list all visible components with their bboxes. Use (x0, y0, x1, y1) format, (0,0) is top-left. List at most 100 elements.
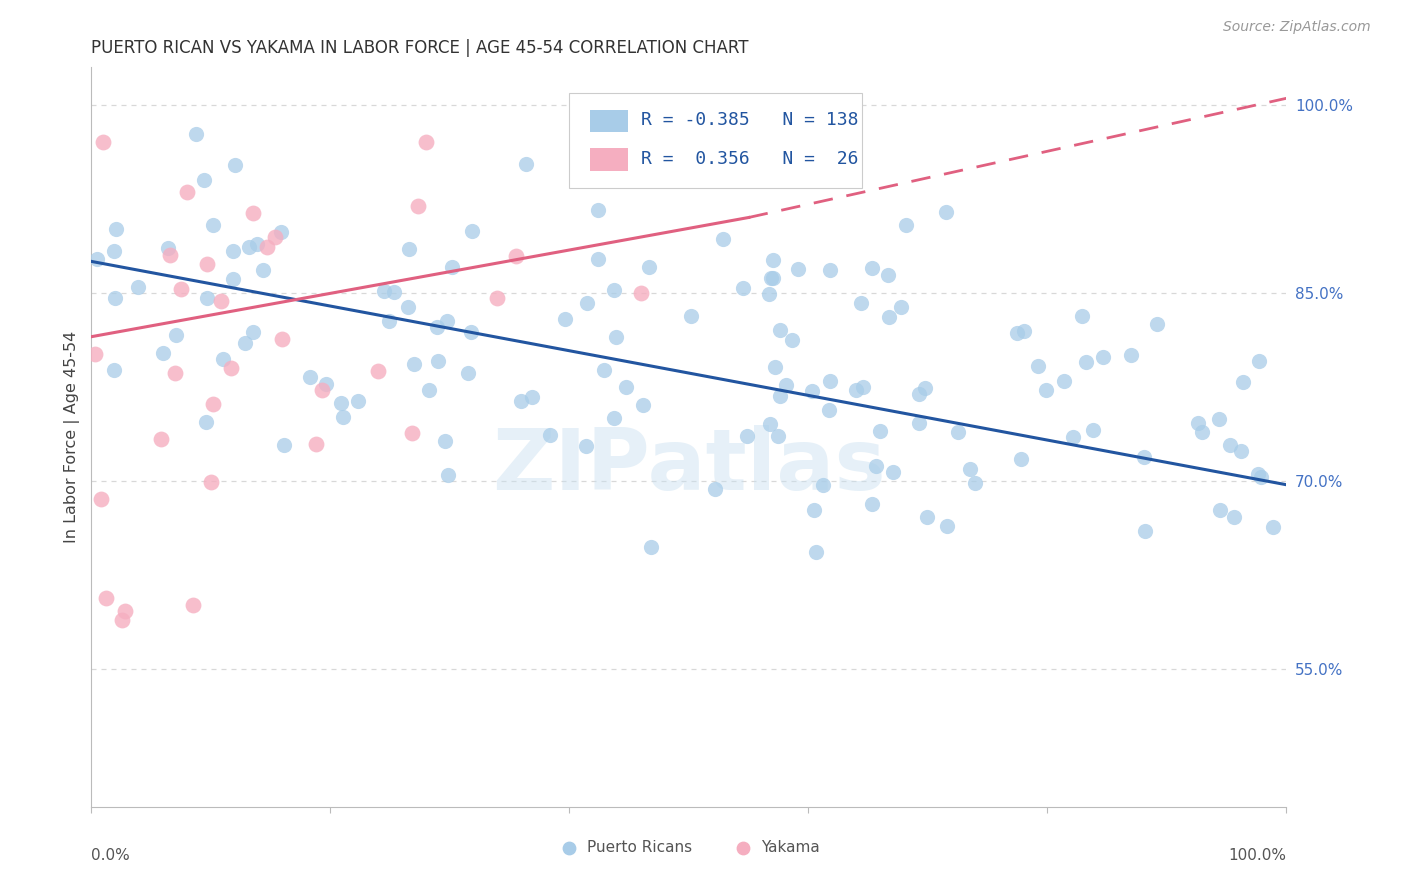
Point (347, 394, 370, 409)
Point (1010, 451, 1032, 466)
Point (865, 459, 887, 474)
Point (219, 360, 242, 375)
Point (103, 363, 125, 377)
Point (1081, 423, 1104, 437)
Point (917, 509, 939, 524)
Point (165, 327, 187, 342)
Point (614, 380, 637, 394)
Point (946, 425, 969, 439)
Point (963, 476, 986, 491)
Point (224, 158, 246, 172)
Point (860, 261, 883, 276)
Point (731, 281, 754, 295)
Point (1053, 374, 1076, 388)
Point (786, 262, 808, 277)
Point (1223, 510, 1246, 524)
Point (195, 257, 218, 271)
Point (554, 311, 576, 326)
Point (908, 387, 931, 401)
Point (1230, 444, 1253, 458)
Point (803, 502, 825, 516)
Point (538, 428, 561, 442)
Point (242, 325, 264, 339)
Point (592, 363, 614, 377)
Point (271, 332, 294, 346)
Text: R =  0.356   N =  26: R = 0.356 N = 26 (641, 150, 859, 168)
Point (630, 285, 652, 300)
Point (811, 478, 834, 492)
Point (165, 366, 187, 380)
Text: ZIPatlas: ZIPatlas (492, 425, 886, 508)
Point (1133, 524, 1156, 538)
Point (1146, 317, 1168, 331)
Point (515, 156, 537, 170)
Point (103, 244, 125, 259)
Point (90, 491, 112, 506)
Point (1012, 324, 1035, 338)
Point (1209, 503, 1232, 517)
Point (575, 295, 598, 310)
Point (1035, 384, 1057, 398)
Point (404, 357, 426, 371)
Point (637, 260, 659, 274)
Point (460, 326, 482, 340)
Point (769, 323, 792, 337)
Point (605, 330, 627, 344)
Point (679, 310, 702, 324)
Point (882, 465, 904, 479)
Point (1247, 354, 1270, 368)
Point (176, 186, 198, 200)
Point (575, 439, 598, 453)
Point (914, 381, 936, 395)
Point (104, 291, 127, 305)
Point (1247, 467, 1270, 482)
Point (890, 300, 912, 314)
Point (877, 310, 900, 325)
Point (127, 280, 149, 294)
Point (93, 135, 114, 149)
Point (787, 158, 810, 172)
Point (367, 364, 389, 378)
Point (181, 599, 204, 613)
Point (256, 239, 278, 253)
Point (631, 398, 654, 412)
Point (401, 425, 423, 440)
Point (96, 591, 118, 605)
Point (758, 286, 780, 301)
Point (817, 403, 839, 417)
Point (775, 378, 797, 392)
Point (1187, 417, 1209, 431)
Point (330, 396, 353, 410)
Point (1026, 359, 1049, 373)
Point (170, 282, 193, 296)
Text: 100.0%: 100.0% (1229, 848, 1286, 863)
Point (305, 437, 328, 451)
Point (195, 415, 218, 429)
Point (377, 314, 399, 328)
Point (238, 240, 260, 254)
Point (626, 128, 648, 143)
Point (235, 335, 257, 350)
Point (818, 262, 841, 277)
Point (406, 198, 429, 212)
Point (706, 157, 728, 171)
Point (935, 205, 957, 219)
Point (114, 604, 136, 618)
Point (520, 390, 543, 404)
Point (149, 433, 172, 447)
Point (373, 284, 395, 298)
Point (222, 244, 245, 258)
Point (84, 347, 107, 361)
Point (299, 369, 322, 384)
Point (704, 482, 727, 496)
Point (1076, 354, 1098, 368)
Point (845, 384, 868, 398)
Point (440, 260, 463, 274)
Point (762, 271, 785, 285)
Point (157, 242, 180, 256)
Point (222, 271, 245, 285)
Point (434, 434, 457, 448)
Point (769, 389, 792, 403)
Text: Puerto Ricans: Puerto Ricans (588, 840, 693, 855)
Point (849, 296, 872, 310)
